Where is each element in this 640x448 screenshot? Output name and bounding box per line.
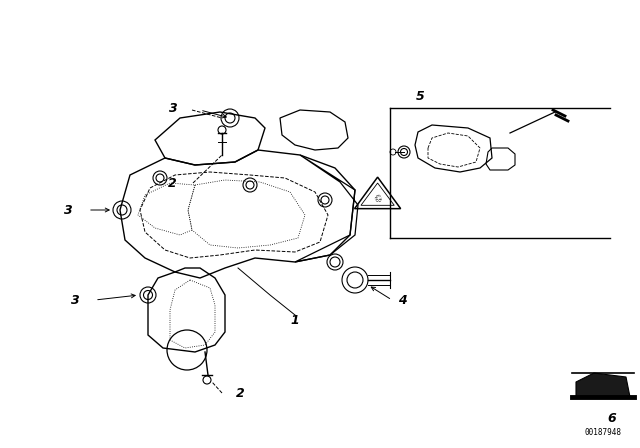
- Text: 00187948: 00187948: [584, 427, 621, 436]
- Text: 5: 5: [415, 90, 424, 103]
- Text: 1: 1: [291, 314, 300, 327]
- Text: 3: 3: [70, 293, 79, 306]
- Text: 2: 2: [236, 387, 244, 400]
- Text: 3: 3: [168, 102, 177, 115]
- Text: 2: 2: [168, 177, 177, 190]
- Text: 3: 3: [63, 203, 72, 216]
- Text: 6: 6: [607, 412, 616, 425]
- Text: ♲: ♲: [373, 194, 382, 203]
- Polygon shape: [576, 373, 630, 397]
- Text: 4: 4: [397, 293, 406, 306]
